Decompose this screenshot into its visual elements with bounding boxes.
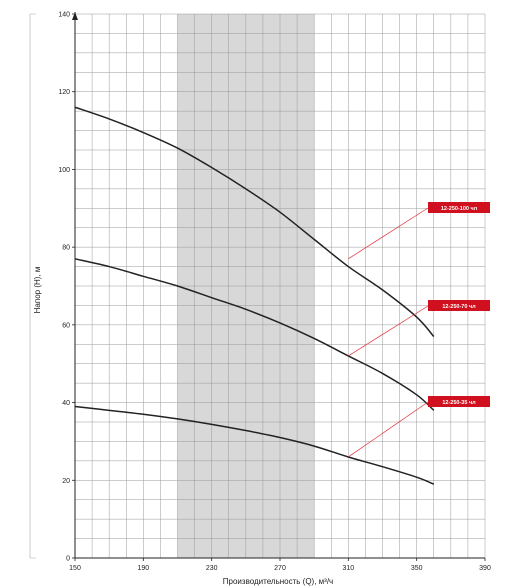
tick-labels: 150 190 230 270 310 350 390 0 20 40 60 80 100 120 140 [58, 12, 491, 573]
y-tick-label: 40 [62, 400, 70, 407]
curve-label-box [428, 396, 490, 407]
x-tick-label: 310 [342, 565, 354, 572]
frame-bracket [29, 13, 36, 559]
y-tick-label: 0 [66, 556, 70, 563]
curve-line [74, 258, 435, 411]
y-tick-label: 60 [62, 322, 70, 329]
curve-label: 12-250-35 чл [442, 400, 476, 406]
leader-line [348, 401, 429, 458]
y-tick-label: 20 [62, 478, 70, 485]
x-tick-label: 150 [69, 565, 81, 572]
curve-labels: 12-250-100 чл 12-250-70 чл 12-250-35 чл [348, 202, 490, 458]
curves [74, 106, 435, 485]
x-tick-label: 270 [274, 565, 286, 572]
y-tick-label: 80 [62, 245, 70, 252]
curve-label-box [428, 202, 490, 213]
grid [74, 13, 486, 559]
x-tick-label: 350 [411, 565, 423, 572]
y-tick-label: 120 [58, 89, 70, 96]
x-tick-label: 390 [479, 565, 491, 572]
y-tick-label: 140 [58, 12, 70, 19]
curve-label: 12-250-100 чл [441, 206, 478, 212]
leader-line [348, 207, 429, 260]
curve-line [74, 106, 435, 338]
y-axis-arrow [72, 12, 78, 20]
curve-line [74, 405, 435, 485]
curve-label-box [428, 300, 490, 311]
y-axis-title: Напор (H), м [33, 267, 42, 314]
curve-label: 12-250-70 чл [442, 304, 476, 310]
x-axis-title: Производительность (Q), м³/ч [223, 577, 333, 586]
x-tick-label: 190 [137, 565, 149, 572]
x-tick-label: 230 [206, 565, 218, 572]
leader-line [348, 305, 429, 357]
y-tick-label: 100 [58, 167, 70, 174]
